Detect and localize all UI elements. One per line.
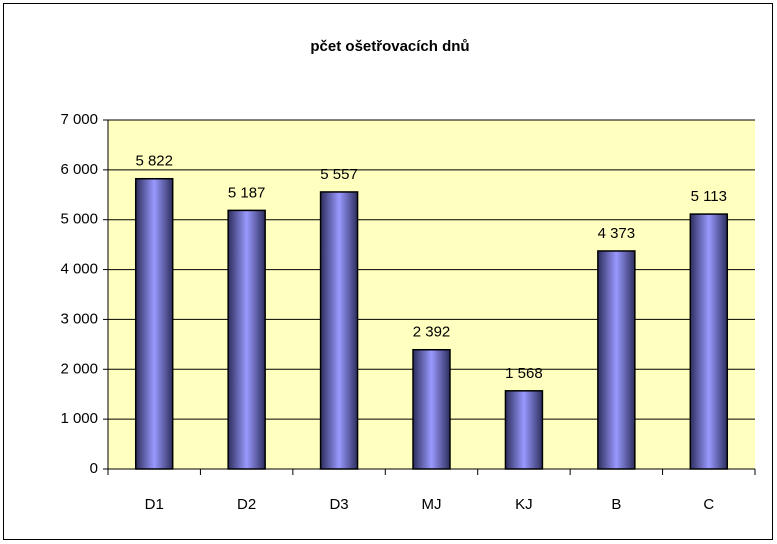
data-label: 2 392 xyxy=(413,324,451,341)
chart-title: pčet ošetřovacích dnů xyxy=(310,38,469,55)
bar xyxy=(412,348,451,470)
bar xyxy=(227,209,266,470)
bar xyxy=(597,250,636,470)
bar xyxy=(689,213,729,470)
x-tick-label: B xyxy=(611,496,621,513)
x-tick-label: C xyxy=(703,496,714,513)
bar xyxy=(134,177,174,470)
y-tick-label: 6 000 xyxy=(60,161,98,178)
bar xyxy=(504,390,544,470)
data-label: 4 373 xyxy=(598,225,636,242)
y-tick-label: 0 xyxy=(90,460,98,477)
x-tick-label: KJ xyxy=(515,496,533,513)
y-tick-label: 2 000 xyxy=(60,360,98,377)
y-tick-label: 5 000 xyxy=(60,211,98,228)
data-label: 5 113 xyxy=(691,188,727,205)
y-tick-label: 7 000 xyxy=(60,111,98,128)
data-label: 1 568 xyxy=(505,365,543,382)
x-tick-label: D1 xyxy=(145,496,164,513)
y-tick-label: 4 000 xyxy=(60,261,98,278)
y-tick-label: 3 000 xyxy=(60,310,98,327)
y-tick-label: 1 000 xyxy=(60,410,98,427)
x-tick-label: MJ xyxy=(422,496,442,513)
bar xyxy=(319,191,359,470)
x-tick-label: D3 xyxy=(329,496,348,513)
data-label: 5 187 xyxy=(228,184,266,201)
x-tick-label: D2 xyxy=(237,496,256,513)
data-label: 5 822 xyxy=(135,153,173,170)
data-label: 5 557 xyxy=(320,166,358,183)
